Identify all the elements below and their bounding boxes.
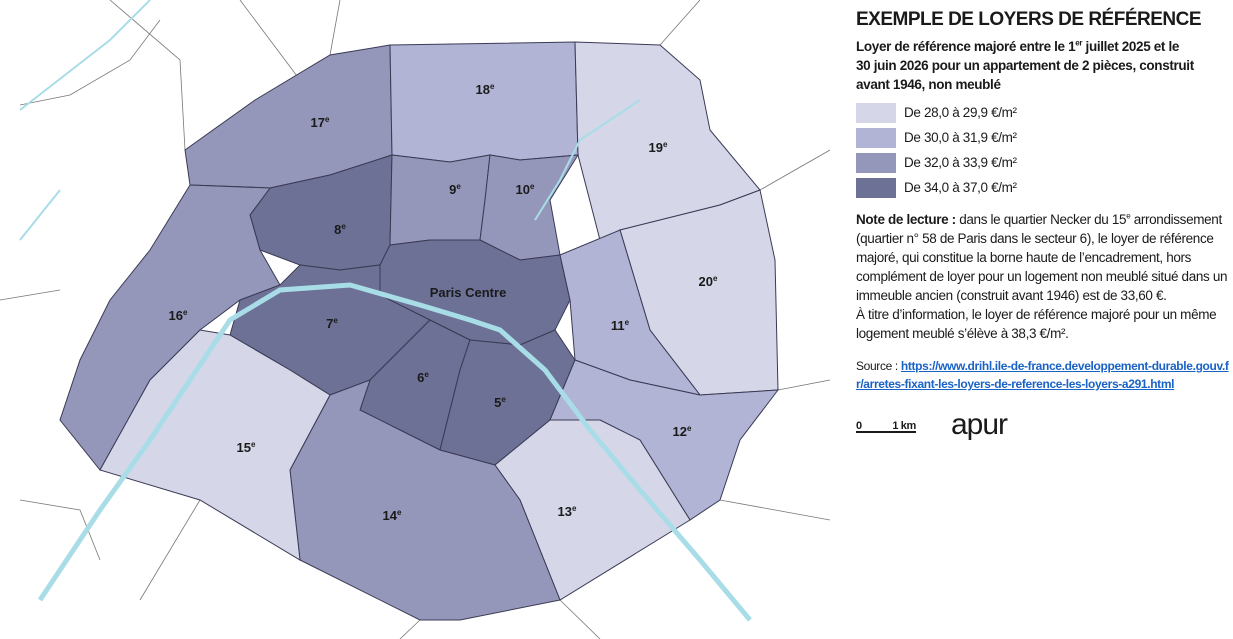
district-name: 7	[326, 316, 333, 331]
legend-swatch	[856, 102, 896, 123]
district	[389, 41, 579, 163]
legend-label: De 32,0 à 33,9 €/m²	[904, 155, 1017, 170]
logo: apur	[951, 408, 1008, 441]
district-label: 6e	[417, 370, 429, 385]
note-heading: Note de lecture :	[856, 212, 956, 227]
legend-label: De 28,0 à 29,9 €/m²	[904, 105, 1017, 120]
district-label: 10e	[516, 182, 535, 197]
info-panel: EXEMPLE DE LOYERS DE RÉFÉRENCE Loyer de …	[856, 9, 1231, 441]
legend: De 28,0 à 29,9 €/m² De 30,0 à 31,9 €/m² De…	[856, 100, 1231, 200]
legend-item: De 30,0 à 31,9 €/m²	[856, 125, 1231, 150]
district-label: 15e	[237, 440, 256, 455]
scale-end: 1 km	[892, 419, 916, 432]
legend-label: De 30,0 à 31,9 €/m²	[904, 130, 1017, 145]
district-sup: e	[501, 395, 506, 404]
district-name: 20	[699, 274, 713, 289]
district-name: 13	[558, 504, 572, 519]
seine	[37, 282, 752, 622]
district-name: Paris Centre	[430, 285, 507, 300]
district-sup: e	[183, 308, 188, 317]
district-sup: e	[625, 318, 630, 327]
district	[99, 329, 331, 561]
district-name: 12	[673, 424, 687, 439]
source: Source : https://www.drihl.ile-de-france…	[856, 357, 1231, 393]
district-sup: e	[424, 370, 429, 379]
legend-swatch	[856, 127, 896, 148]
note-text: À titre d’information, le loyer de référ…	[856, 307, 1217, 341]
district-label: 14e	[383, 508, 402, 523]
district-label: 13e	[558, 504, 577, 519]
districts	[59, 41, 780, 621]
district	[389, 154, 491, 246]
district-label: 12e	[673, 424, 692, 439]
district-name: 16	[169, 308, 183, 323]
district-label: 11e	[611, 318, 630, 333]
context-roads	[0, 0, 830, 639]
district-name: 19	[649, 140, 663, 155]
footer: 0 1 km apur	[856, 408, 1231, 441]
legend-swatch	[856, 177, 896, 198]
district-label: 16e	[169, 308, 188, 323]
district-sup: e	[251, 440, 256, 449]
district-sup: e	[456, 182, 461, 191]
district-sup: e	[530, 182, 535, 191]
canal	[19, 0, 641, 241]
district-name: 17	[311, 115, 325, 130]
district-label: 17e	[311, 115, 330, 130]
district-sup: e	[663, 140, 668, 149]
district-sup: e	[490, 82, 495, 91]
scale-start: 0	[856, 419, 862, 432]
legend-item: De 34,0 à 37,0 €/m²	[856, 175, 1231, 200]
legend-label: De 34,0 à 37,0 €/m²	[904, 180, 1017, 195]
source-link[interactable]: https://www.drihl.ile-de-france.developp…	[856, 359, 1229, 391]
district-sup: e	[333, 316, 338, 325]
district-label: 7e	[326, 316, 338, 331]
district-name: 8	[334, 222, 341, 237]
legend-item: De 28,0 à 29,9 €/m²	[856, 100, 1231, 125]
note-sup: e	[1126, 211, 1131, 221]
legend-item: De 32,0 à 33,9 €/m²	[856, 150, 1231, 175]
district-name: 10	[516, 182, 530, 197]
district-label: 9e	[449, 182, 461, 197]
district-name: 14	[383, 508, 398, 523]
legend-swatch	[856, 152, 896, 173]
district-label: 5e	[494, 395, 506, 410]
district-name: 18	[476, 82, 490, 97]
district-sup: e	[713, 274, 718, 283]
district-label: Paris Centre	[430, 285, 507, 300]
district-label: 19e	[649, 140, 668, 155]
district-name: 9	[449, 182, 456, 197]
district-label: 8e	[334, 222, 346, 237]
scale-bar: 0 1 km	[856, 417, 916, 433]
district-name: 15	[237, 440, 251, 455]
district	[479, 154, 579, 261]
district-sup: e	[397, 508, 402, 517]
district-name: 6	[417, 370, 424, 385]
district-sup: e	[687, 424, 692, 433]
note-text: arrondissement (quartier n° 58 de Paris …	[856, 212, 1228, 303]
subtitle: Loyer de référence majoré entre le 1er j…	[856, 37, 1196, 94]
district-sup: e	[341, 222, 346, 231]
district-label: 18e	[476, 82, 495, 97]
note: Note de lecture : dans le quartier Necke…	[856, 210, 1231, 343]
district-name: 5	[494, 395, 501, 410]
note-text: dans le quartier Necker du 15	[955, 212, 1127, 227]
title: EXEMPLE DE LOYERS DE RÉFÉRENCE	[856, 9, 1202, 30]
district-name: 11	[611, 318, 625, 333]
subtitle-text: juillet 2025 et le 30 juin 2026 pour un …	[856, 39, 1194, 92]
district-label: 20e	[699, 274, 718, 289]
source-label: Source :	[856, 359, 898, 373]
subtitle-sup: er	[1075, 38, 1083, 48]
district-sup: e	[572, 504, 577, 513]
district-sup: e	[325, 115, 330, 124]
subtitle-text: Loyer de référence majoré entre le 1	[856, 39, 1076, 54]
